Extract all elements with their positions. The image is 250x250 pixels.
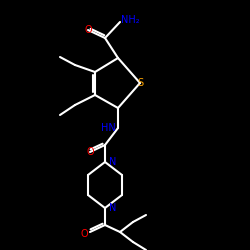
Text: O: O	[80, 229, 88, 239]
Text: O: O	[84, 25, 92, 35]
Text: S: S	[137, 78, 143, 88]
Text: N: N	[109, 203, 117, 213]
Text: HN: HN	[100, 123, 116, 133]
Text: O: O	[86, 147, 94, 157]
Text: NH₂: NH₂	[121, 15, 139, 25]
Text: N: N	[109, 157, 117, 167]
